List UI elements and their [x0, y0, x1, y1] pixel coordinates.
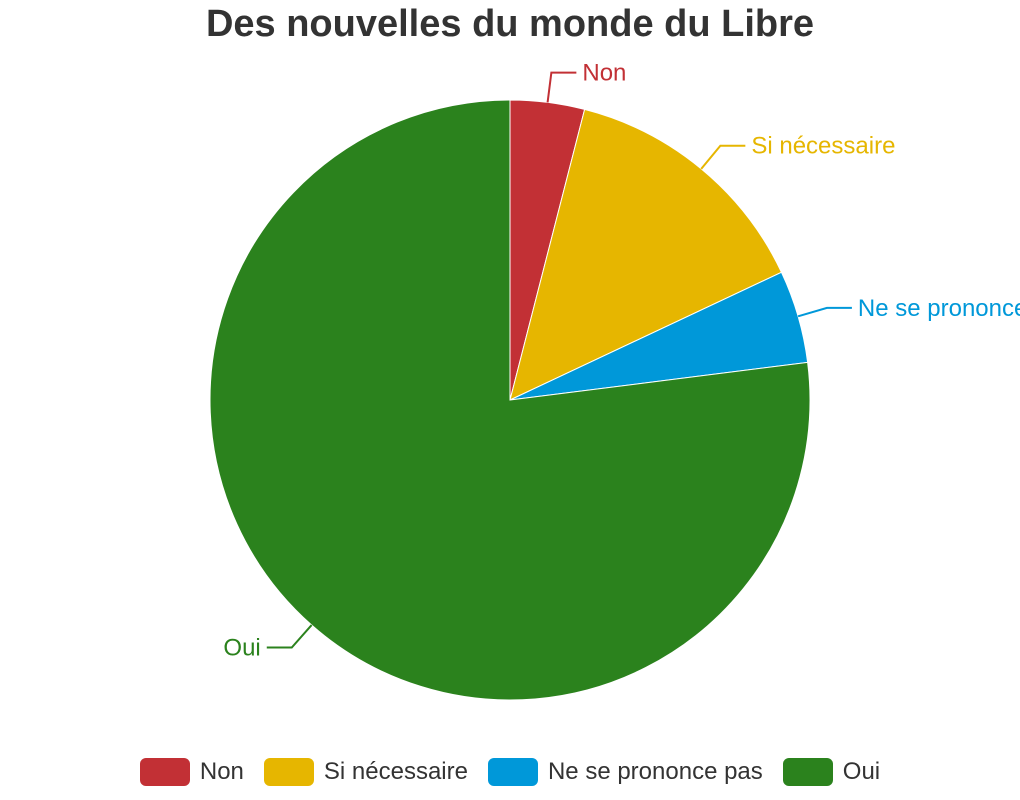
label-line-si-necessaire: [700, 144, 746, 170]
legend-swatch: [782, 758, 833, 786]
legend-item-ne-se-prononce-pas[interactable]: Ne se prononce pas: [487, 758, 763, 786]
label-line-oui: [266, 624, 313, 649]
chart-title: Des nouvelles du monde du Libre: [205, 3, 815, 45]
slice-label-non: Non: [582, 60, 626, 87]
pie-slice-si-necessaire[interactable]: [509, 108, 783, 401]
slice-label-ne-se-prononce-pas: Ne se prononce pas: [858, 295, 1020, 322]
legend-label: Si nécessaire: [323, 758, 468, 785]
legend-swatch: [139, 758, 190, 786]
legend: Non Si nécessaire Ne se prononce pas Oui: [0, 752, 1020, 792]
legend-swatch: [263, 758, 314, 786]
legend-label: Oui: [842, 758, 881, 785]
legend-item-si-necessaire[interactable]: Si nécessaire: [263, 758, 468, 786]
legend-item-non[interactable]: Non: [139, 758, 244, 786]
legend-label: Ne se prononce pas: [547, 758, 763, 785]
label-line-non: [546, 71, 577, 103]
pie-chart: Non Si nécessaire Ne se prononce pas Oui: [209, 60, 1020, 701]
label-line-ne-se-prononce-pas: [797, 306, 852, 318]
pie-slice-oui[interactable]: [209, 99, 811, 701]
slice-label-oui: Oui: [223, 635, 260, 662]
legend-swatch: [487, 758, 538, 786]
legend-label: Non: [199, 758, 244, 785]
legend-item-oui[interactable]: Oui: [782, 758, 881, 786]
slice-label-si-necessaire: Si nécessaire: [751, 133, 895, 160]
